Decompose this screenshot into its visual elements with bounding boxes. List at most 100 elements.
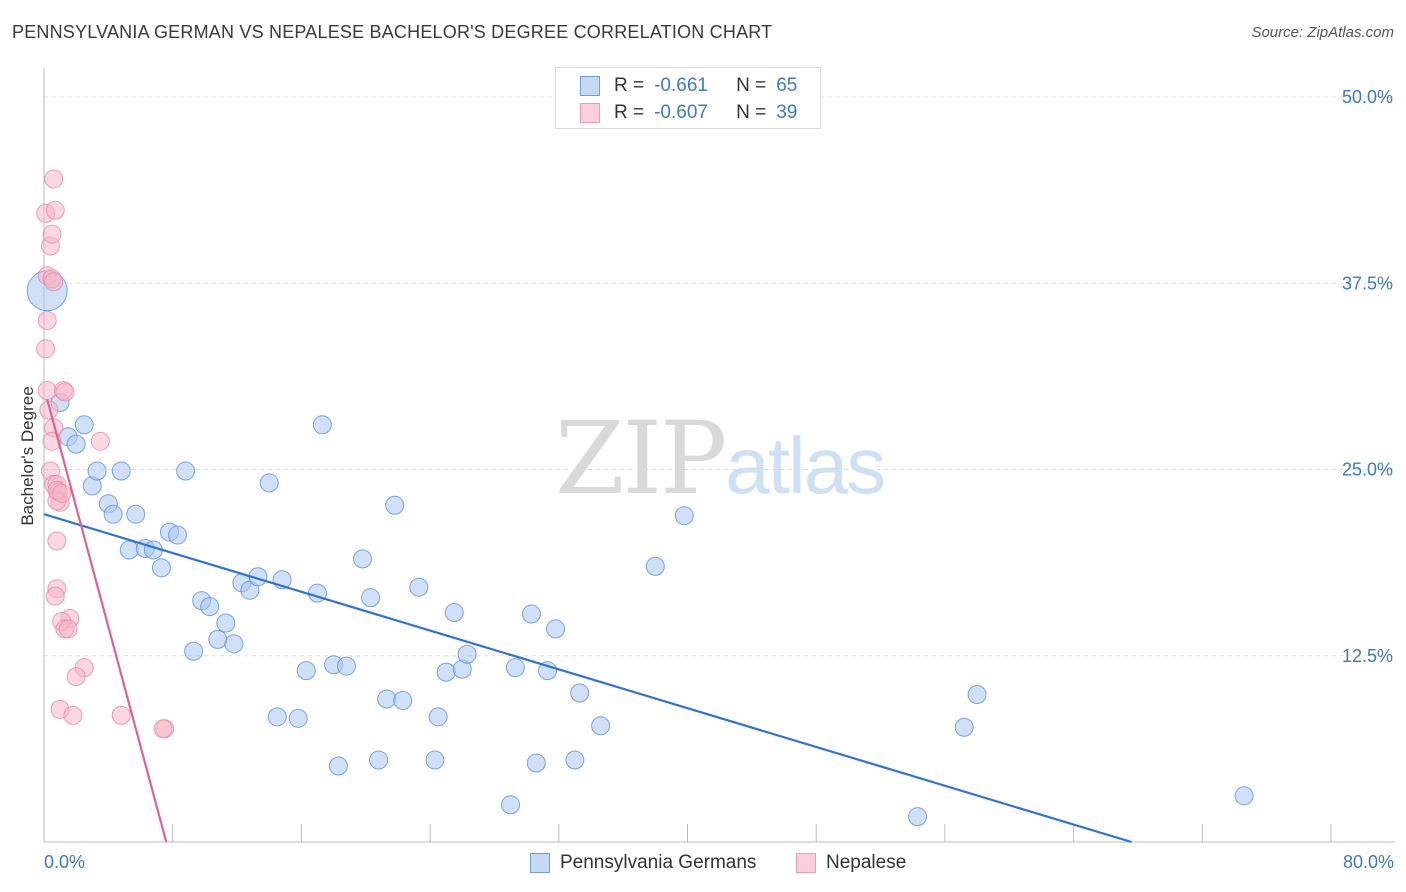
nepalese-point-12 [55, 382, 75, 402]
n-label: N = [736, 75, 767, 96]
pennsylvania-germans-point-64 [1234, 786, 1254, 806]
pennsylvania-germans-point-57 [570, 683, 590, 703]
legend-swatch-pink [580, 103, 600, 123]
pennsylvania-germans-point-33 [312, 415, 332, 435]
legend-label: Nepalese [826, 852, 907, 873]
pennsylvania-germans-point-56 [565, 750, 585, 770]
y-tick-label-3: 50.0% [1342, 87, 1393, 107]
n-value: 65 [776, 75, 798, 96]
pennsylvania-germans-point-59 [645, 556, 665, 576]
pennsylvania-germans-point-46 [436, 662, 456, 682]
nepalese-point-4 [45, 200, 65, 220]
pennsylvania-germans-point-54 [538, 661, 558, 681]
pennsylvania-germans-point-43 [409, 577, 429, 597]
watermark: ZIPatlas [555, 400, 886, 517]
chart-title: PENNSYLVANIA GERMAN VS NEPALESE BACHELOR… [12, 22, 773, 42]
series-nepalese [36, 169, 175, 739]
pennsylvania-germans-point-30 [288, 708, 308, 728]
axes [43, 68, 1395, 843]
nepalese-point-8 [37, 311, 57, 330]
nepalese-point-33 [63, 705, 83, 725]
pennsylvania-germans-point-10 [119, 540, 139, 560]
pennsylvania-germans-point-55 [546, 619, 566, 639]
pennsylvania-germans-point-31 [296, 661, 316, 681]
pennsylvania-germans-point-52 [521, 604, 541, 624]
pennsylvania-germans-point-39 [369, 750, 389, 770]
legend-swatch-pink [796, 853, 816, 873]
pennsylvania-germans-point-36 [336, 656, 356, 676]
nepalese-point-13 [39, 400, 59, 420]
pennsylvania-germans-point-22 [216, 613, 236, 633]
legend-swatch-blue [580, 76, 600, 96]
source-label: Source: ZipAtlas.com [1251, 24, 1394, 41]
series-pennsylvania-germans [26, 270, 1254, 827]
pennsylvania-germans-point-63 [967, 684, 987, 704]
legend-label: Pennsylvania Germans [560, 852, 757, 873]
legend-item-pennsylvania-germans: Pennsylvania Germans [530, 852, 756, 874]
r-label: R = [614, 102, 645, 123]
r-value: -0.661 [654, 75, 708, 96]
pennsylvania-germans-point-9 [111, 461, 131, 481]
pennsylvania-germans-point-35 [328, 756, 348, 776]
pennsylvania-germans-point-58 [591, 716, 611, 736]
pennsylvania-germans-point-14 [151, 558, 171, 578]
y-tick-label-0: 12.5% [1342, 646, 1393, 666]
correlation-legend: R = -0.661 N = 65 R = -0.607 N = 39 [555, 67, 821, 129]
pennsylvania-germans-point-17 [176, 461, 196, 481]
pennsylvania-germans-point-11 [126, 504, 146, 524]
pennsylvania-germans-point-20 [200, 597, 220, 617]
y-tick-label-1: 25.0% [1342, 460, 1393, 480]
y-tick-label-2: 37.5% [1342, 273, 1393, 293]
y-axis-label: Bachelor's Degree [18, 386, 37, 526]
pennsylvania-germans-point-38 [361, 588, 381, 608]
nepalese-point-2 [42, 224, 62, 244]
nepalese-point-34 [111, 705, 131, 725]
pennsylvania-germans-point-49 [457, 644, 477, 664]
pennsylvania-germans-point-50 [501, 795, 521, 815]
pennsylvania-germans-point-6 [87, 461, 107, 481]
r-value: -0.607 [654, 102, 708, 123]
n-label: N = [736, 102, 767, 123]
pennsylvania-germans-point-27 [259, 473, 279, 493]
nepalese-point-9 [36, 339, 56, 359]
nepalese-point-23 [47, 531, 67, 551]
nepalese-trend-line [46, 399, 168, 843]
pennsylvania-germans-point-60 [674, 506, 694, 526]
nepalese-point-38 [52, 483, 72, 503]
nepalese-point-3 [44, 169, 64, 189]
grid-lines [44, 96, 1395, 657]
nepalese-point-10 [37, 381, 57, 401]
x-tick-label-min: 0.0% [44, 852, 86, 872]
x-tick-label-max: 80.0% [1342, 852, 1394, 872]
nepalese-point-31 [66, 667, 86, 687]
nepalese-point-25 [45, 586, 65, 606]
r-label: R = [614, 75, 645, 96]
pennsylvania-germans-point-61 [908, 807, 928, 827]
legend-row-nepalese: R = -0.607 N = 39 [580, 100, 798, 126]
pennsylvania-germans-point-28 [267, 707, 287, 727]
pennsylvania-germans-point-37 [353, 549, 373, 569]
pennsylvania-germans-point-23 [224, 634, 244, 654]
pennsylvania-germans-point-40 [377, 689, 397, 709]
y-tick-labels: 12.5% 25.0% 37.5% 50.0% [1342, 87, 1393, 666]
pennsylvania-germans-point-8 [103, 504, 123, 524]
watermark-zip: ZIP [555, 400, 727, 517]
pennsylvania-germans-point-62 [954, 717, 974, 737]
n-value: 39 [776, 102, 798, 123]
trend-lines [43, 399, 1132, 844]
pennsylvania-germans-point-16 [168, 525, 188, 545]
nepalese-point-29 [58, 619, 78, 639]
pennsylvania-germans-point-44 [425, 750, 445, 770]
legend-row-pennsylvania-germans: R = -0.661 N = 65 [580, 73, 798, 99]
nepalese-point-7 [44, 272, 64, 292]
pennsylvania-germans-point-21 [208, 629, 228, 649]
pennsylvania-germans-point-18 [184, 641, 204, 661]
nepalese-point-36 [153, 719, 173, 739]
legend-swatch-blue [530, 853, 550, 873]
pennsylvania-germans-point-4 [74, 415, 94, 435]
legend-item-nepalese: Nepalese [796, 852, 906, 874]
pennsylvania-germans-point-53 [526, 753, 546, 773]
pennsylvania-germans-point-3 [66, 434, 86, 454]
pennsylvania-germans-trend-line [43, 513, 1132, 844]
